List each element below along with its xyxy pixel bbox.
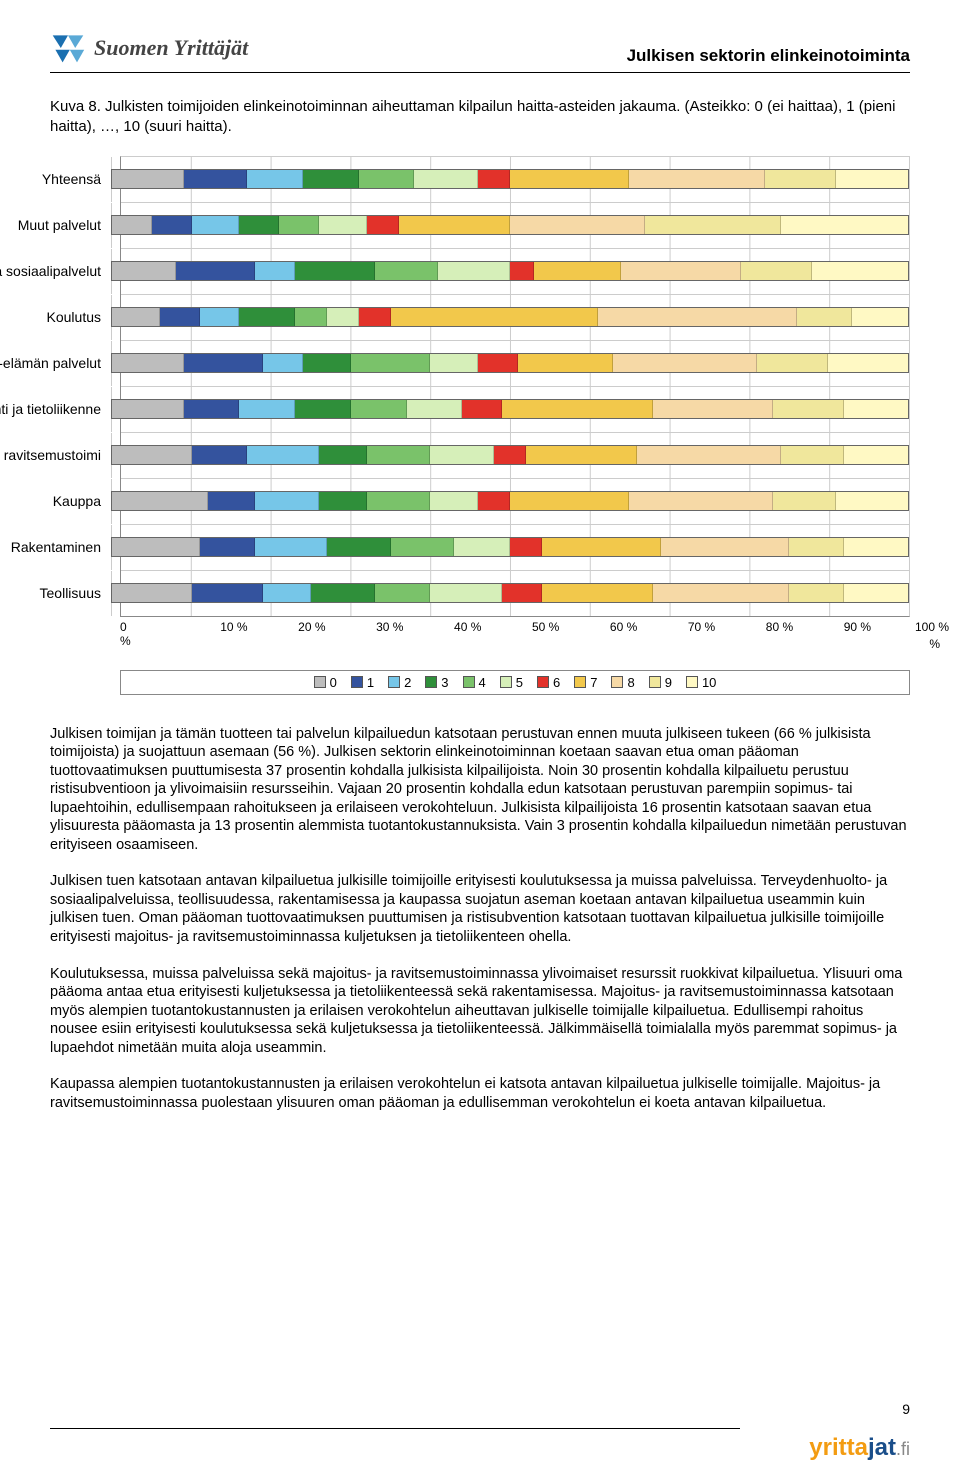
row-label: Majoitus- ja ravitsemustoimi — [0, 447, 111, 463]
legend-item: 7 — [574, 675, 597, 690]
brand-icon — [50, 30, 86, 66]
chart-row: Kuljetus, varastointi ja tietoliikenne — [121, 387, 910, 433]
body-paragraph: Julkisen tuen katsotaan antavan kilpailu… — [50, 872, 910, 946]
figure-caption: Kuva 8. Julkisten toimijoiden elinkeinot… — [50, 97, 910, 138]
footer-logo: yrittajat.fi — [809, 1434, 910, 1462]
axis-unit: % — [929, 637, 940, 651]
row-label: Yhteensä — [0, 171, 111, 187]
row-label: Kauppa — [0, 493, 111, 509]
chart-legend: 0123456789 10 — [120, 670, 910, 695]
body-paragraph: Kaupassa alempien tuotantokustannusten j… — [50, 1075, 910, 1112]
body-paragraph: Julkisen toimijan ja tämän tuotteen tai … — [50, 725, 910, 855]
legend-item: 3 — [425, 675, 448, 690]
legend-item: 8 — [611, 675, 634, 690]
chart-row: Yhteensä — [121, 157, 910, 203]
chart-row: Liike-elämän palvelut — [121, 341, 910, 387]
chart-row: Majoitus- ja ravitsemustoimi — [121, 433, 910, 479]
row-label: Koulutus — [0, 309, 111, 325]
row-label: Kuljetus, varastointi ja tietoliikenne — [0, 401, 111, 417]
chart-row: Teollisuus — [121, 571, 910, 617]
page-header: Suomen Yrittäjät Julkisen sektorin elink… — [50, 30, 910, 73]
page-footer: yrittajat.fi — [0, 1428, 960, 1472]
legend-item: 0 — [314, 675, 337, 690]
row-label: Terveydenhuolto- ja sosiaalipalvelut — [0, 263, 111, 279]
legend-item: 4 — [463, 675, 486, 690]
chart-row: Rakentaminen — [121, 525, 910, 571]
row-label: Rakentaminen — [0, 539, 111, 555]
row-label: Muut palvelut — [0, 217, 111, 233]
chart-row: Koulutus — [121, 295, 910, 341]
row-label: Teollisuus — [0, 585, 111, 601]
legend-item: 6 — [537, 675, 560, 690]
chart-row: Terveydenhuolto- ja sosiaalipalvelut — [121, 249, 910, 295]
legend-item: 2 — [388, 675, 411, 690]
page-number: 9 — [902, 1401, 910, 1417]
document-title: Julkisen sektorin elinkeinotoiminta — [627, 46, 910, 66]
legend-item: 10 — [686, 675, 716, 690]
legend-item: 5 — [500, 675, 523, 690]
brand-text: Suomen Yrittäjät — [94, 35, 248, 61]
row-label: Liike-elämän palvelut — [0, 355, 111, 371]
brand-logo: Suomen Yrittäjät — [50, 30, 248, 66]
legend-item: 1 — [351, 675, 374, 690]
chart-row: Muut palvelut — [121, 203, 910, 249]
body-paragraph: Koulutuksessa, muissa palveluissa sekä m… — [50, 965, 910, 1058]
legend-item: 9 — [649, 675, 672, 690]
chart-row: Kauppa — [121, 479, 910, 525]
stacked-bar-chart: YhteensäMuut palvelutTerveydenhuolto- ja… — [120, 156, 910, 695]
